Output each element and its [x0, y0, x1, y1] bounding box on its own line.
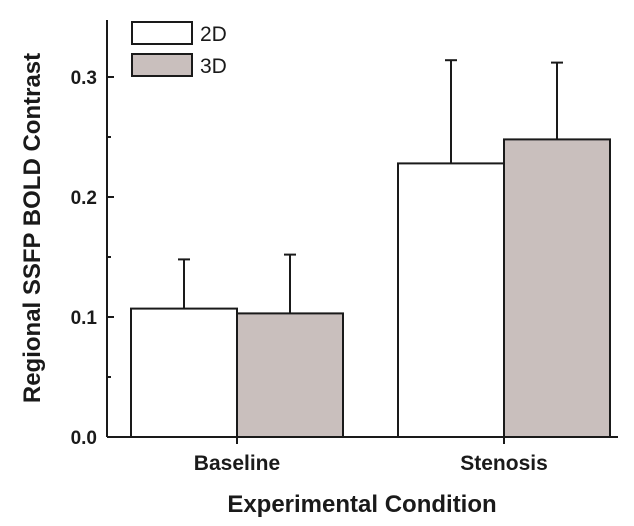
y-tick-label: 0.2	[71, 188, 97, 209]
bar-3D-Baseline	[236, 312, 344, 438]
y-axis-title: Regional SSFP BOLD Contrast	[19, 53, 46, 403]
legend-label-3D: 3D	[200, 55, 227, 78]
legend-swatch-3D	[131, 53, 193, 77]
y-ticks: 0.0 0.1 0.2 0.3	[71, 68, 114, 449]
y-tick-label: 0.0	[71, 428, 97, 449]
x-tick-label: Baseline	[194, 452, 280, 475]
bar-2D-Stenosis	[397, 162, 505, 438]
x-tick-label: Stenosis	[460, 452, 548, 475]
x-axis-title: Experimental Condition	[227, 491, 496, 518]
y-tick-label: 0.1	[71, 308, 98, 329]
error-bars	[178, 59, 563, 314]
bar-3D-Stenosis	[503, 138, 611, 438]
bar-2D-Baseline	[130, 307, 238, 438]
bars	[130, 138, 611, 438]
legend-swatch-2D	[131, 21, 193, 45]
legend-label-2D: 2D	[200, 23, 227, 46]
x-ticks: Baseline Stenosis	[194, 437, 548, 475]
y-tick-label: 0.3	[71, 68, 97, 89]
